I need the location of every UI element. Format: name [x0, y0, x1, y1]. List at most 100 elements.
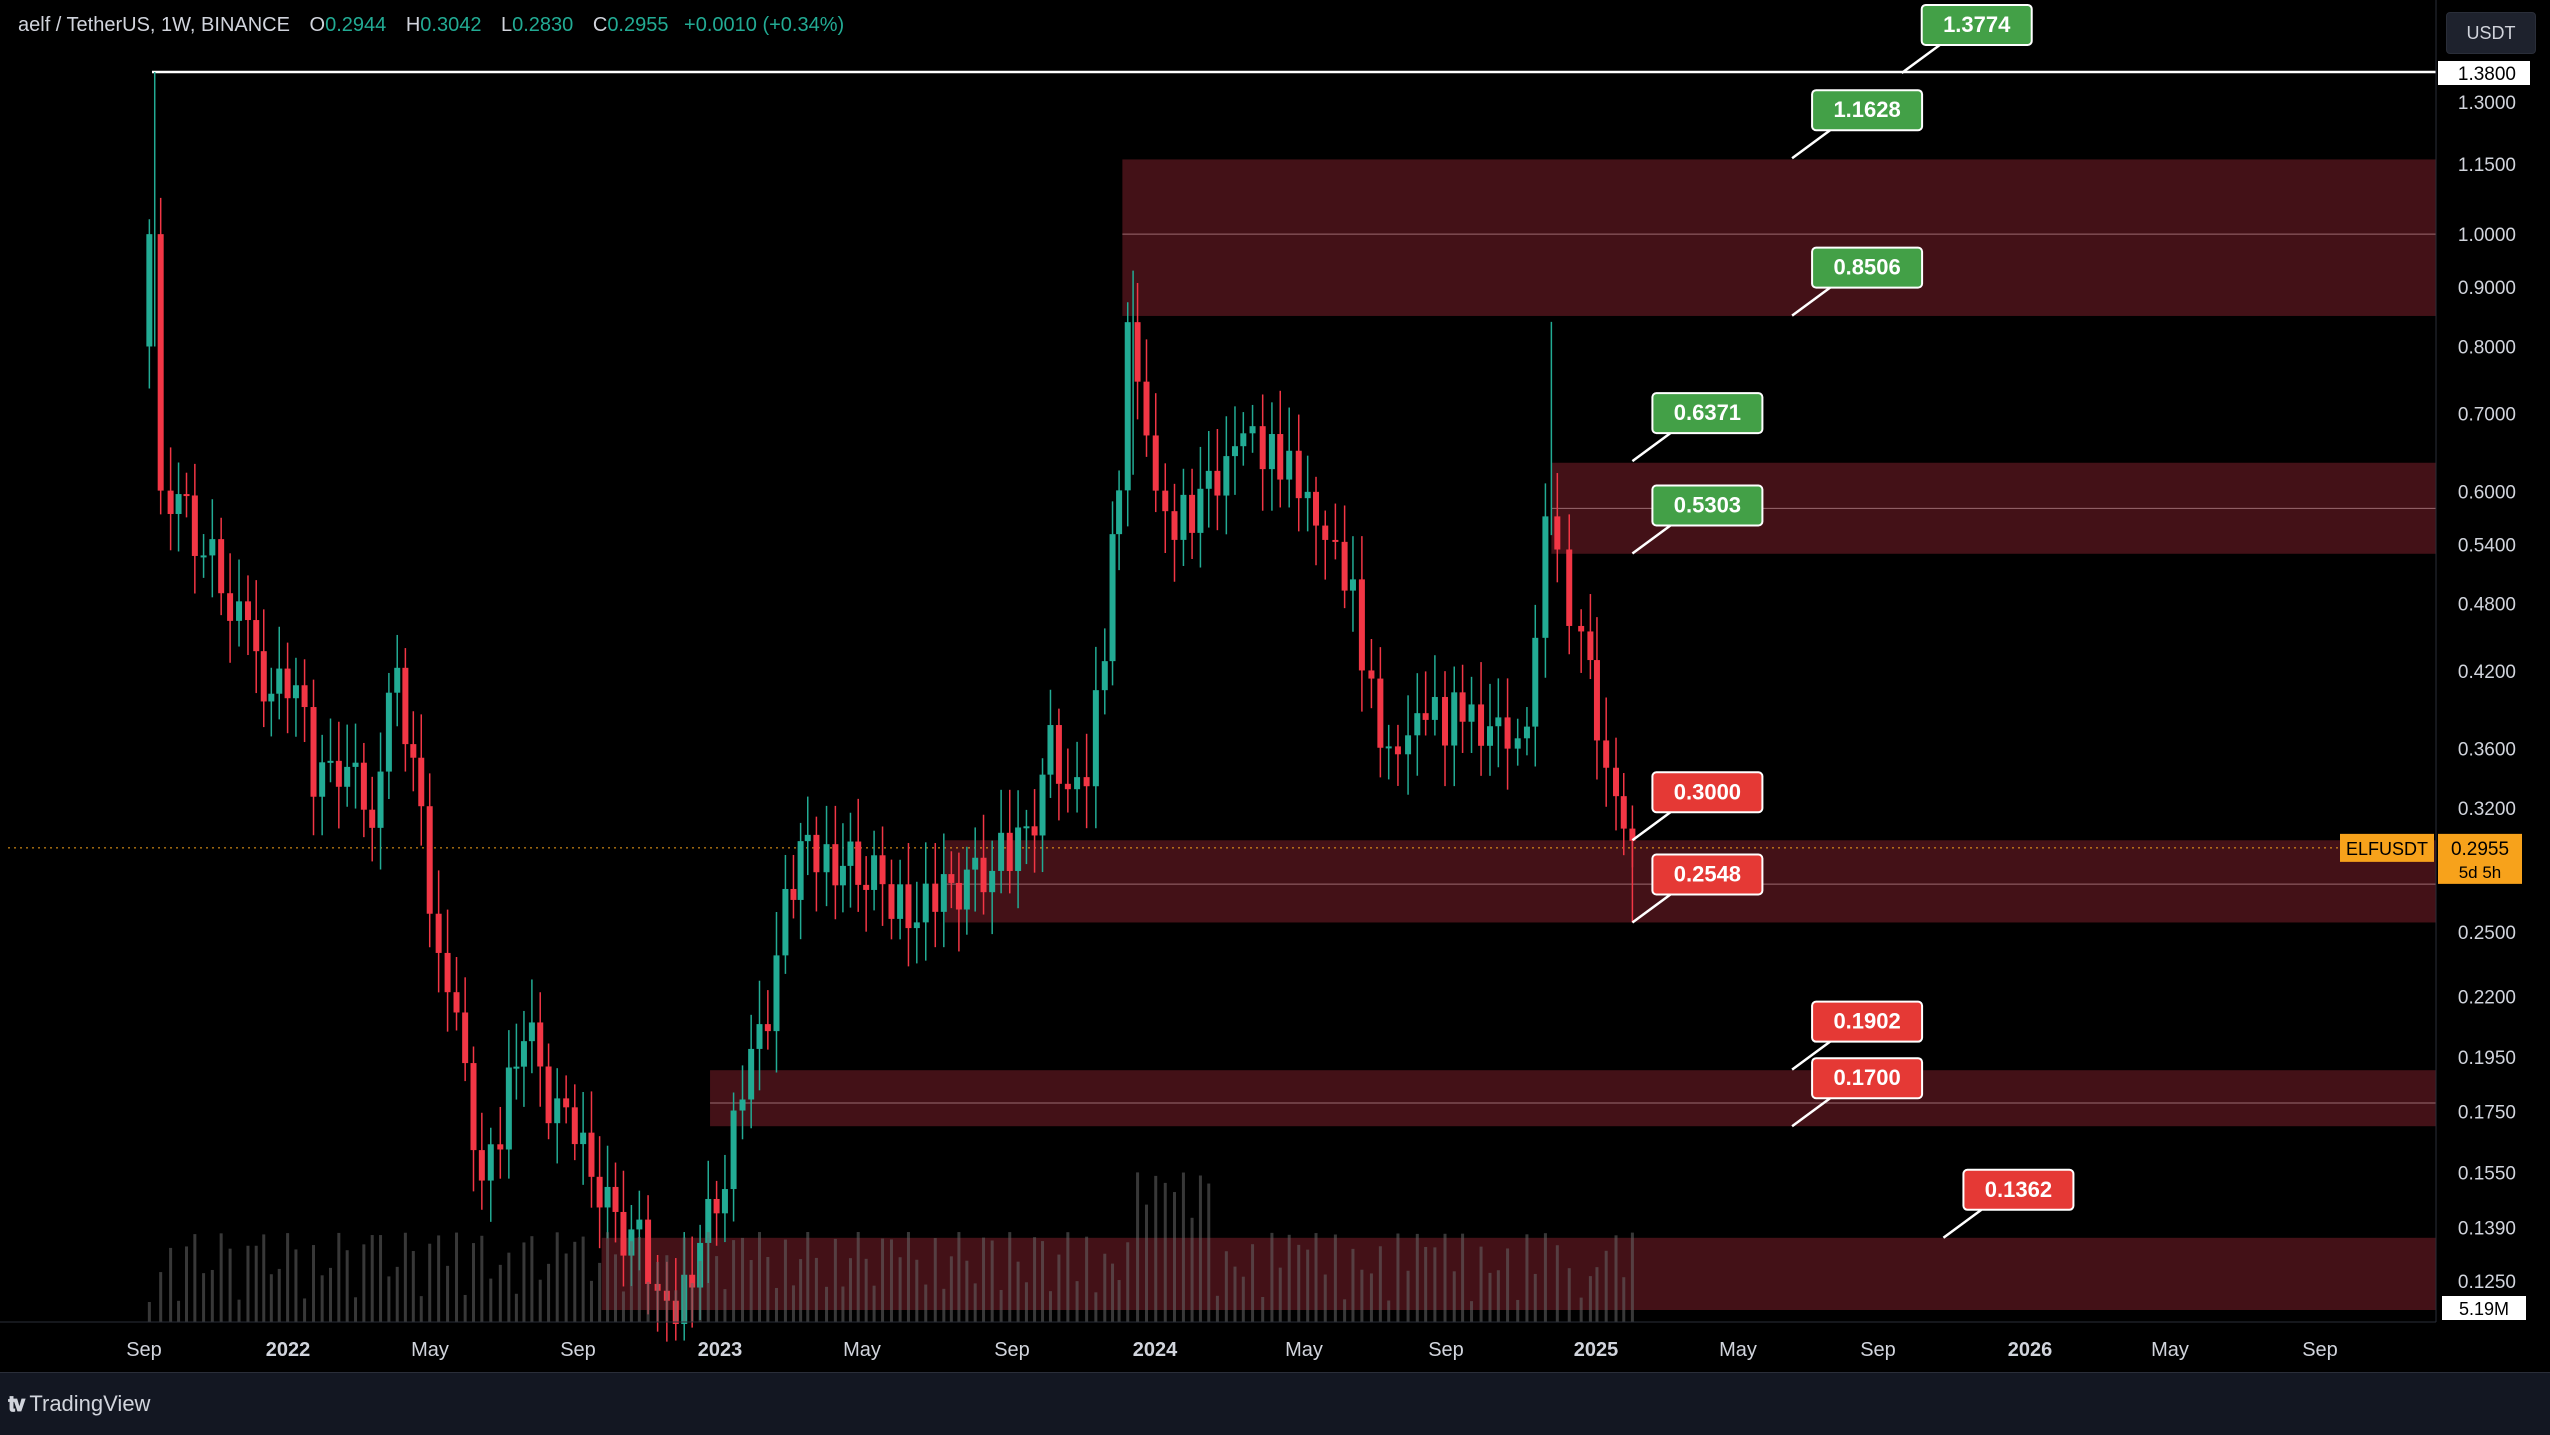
candle-body [1101, 661, 1108, 691]
volume-bar [965, 1260, 969, 1322]
volume-bar [1181, 1172, 1185, 1322]
volume-bar [1144, 1204, 1148, 1322]
candle-body [847, 841, 854, 866]
volume-bar [889, 1239, 893, 1322]
candle-body [1495, 717, 1502, 727]
volume-bar [982, 1237, 986, 1322]
volume-bar [606, 1232, 610, 1322]
tradingview-logo[interactable]: 𝐭𝐯 TradingView [8, 1391, 150, 1417]
candle-body [1442, 696, 1449, 746]
candle-body [612, 1186, 619, 1212]
volume-bar [1190, 1217, 1194, 1322]
volume-bar [1614, 1235, 1618, 1322]
volume-bar [791, 1285, 795, 1322]
candle-body [1394, 746, 1401, 755]
volume-bar [1479, 1246, 1483, 1322]
volume-bar [1314, 1233, 1318, 1322]
volume-bar [915, 1259, 919, 1322]
candle-body [1092, 690, 1099, 787]
volume-bar [1387, 1300, 1391, 1322]
low-label: L [501, 14, 513, 36]
volume-bar [774, 1287, 778, 1322]
volume-bar [1287, 1234, 1291, 1322]
volume-bar [1461, 1233, 1465, 1322]
candle-body [832, 844, 839, 886]
candle-body [191, 495, 198, 556]
symbol-title: aelf / TetherUS, 1W, BINANCE [18, 14, 290, 36]
candle-body [1116, 490, 1123, 535]
candle-body [352, 762, 359, 767]
volume-bar [1126, 1242, 1130, 1322]
volume-bar [637, 1237, 641, 1322]
current-price-tag [2438, 833, 2522, 884]
volume-bar [806, 1232, 810, 1322]
volume-bar [682, 1237, 686, 1322]
candle-body [426, 806, 433, 914]
candle-body [1015, 827, 1022, 872]
candle-body [1613, 767, 1620, 797]
candle-body [1620, 796, 1627, 829]
price-chart[interactable]: 1.3774 1.1628 0.8506 0.6371 0.5303 0.3000 0.25… [0, 0, 2550, 1372]
candle-body [1313, 491, 1320, 526]
volume-bar [674, 1290, 678, 1322]
candle-body [528, 1022, 535, 1042]
candle-body [1295, 450, 1302, 499]
candle-body [863, 884, 870, 890]
candle-body [1240, 433, 1247, 447]
volume-bar [621, 1291, 625, 1322]
candle-body [963, 869, 970, 910]
candle-body [1223, 456, 1230, 496]
candle-body [394, 667, 401, 693]
candle-body [730, 1110, 737, 1190]
x-tick-7: 2024 [1133, 1339, 1178, 1361]
volume-bar [1506, 1248, 1510, 1322]
candle-body [940, 874, 947, 912]
candle-body [913, 922, 920, 929]
volume-bar [1452, 1271, 1456, 1322]
candle-body [1341, 541, 1348, 591]
volume-bar [269, 1274, 273, 1322]
x-tick-5: May [843, 1339, 881, 1361]
y-tick-6: 0.6000 [2458, 482, 2516, 503]
x-tick-1: 2022 [266, 1339, 311, 1361]
level-box-0 [1920, 3, 2033, 46]
candle-body [588, 1132, 595, 1177]
volume-tag [2442, 1296, 2526, 1320]
x-tick-14: May [2151, 1339, 2189, 1361]
candle-body [888, 884, 895, 919]
volume-bar [286, 1233, 290, 1322]
candle-body [1414, 713, 1421, 736]
level-pointer-3 [1631, 432, 1672, 463]
volume-bar [1360, 1269, 1364, 1322]
level-pointer-2 [1791, 286, 1831, 317]
candle-body [1629, 828, 1636, 841]
candle-body [580, 1132, 587, 1145]
y-tick-16: 0.1550 [2458, 1164, 2516, 1185]
volume-bar [1297, 1244, 1301, 1322]
level-pointer-9 [1942, 1208, 1983, 1239]
volume-bar [1588, 1276, 1592, 1322]
volume-tag-label: 5.19M [2459, 1299, 2509, 1319]
volume-bar [698, 1260, 702, 1322]
volume-bar [942, 1288, 946, 1322]
candle-body [183, 494, 190, 497]
volume-bar [1241, 1276, 1245, 1322]
level-label-7: 0.1902 [1833, 1009, 1900, 1034]
candle-body [497, 1144, 504, 1150]
candle-body [1231, 446, 1238, 457]
tradingview-logo-icon: 𝐭𝐯 [8, 1391, 25, 1416]
volume-bar [1233, 1266, 1237, 1322]
candle-body [839, 865, 846, 886]
candle-body [689, 1274, 696, 1288]
candle-body [1180, 494, 1187, 540]
candle-body [1514, 738, 1521, 749]
candle-body [554, 1098, 561, 1124]
candle-body [410, 744, 417, 758]
currency-button[interactable]: USDT [2446, 12, 2536, 54]
y-tick-2: 1.0000 [2458, 225, 2516, 246]
volume-bar [1033, 1237, 1037, 1322]
x-tick-12: Sep [1860, 1339, 1896, 1361]
candle-body [200, 555, 207, 558]
volume-bar [1154, 1175, 1158, 1322]
